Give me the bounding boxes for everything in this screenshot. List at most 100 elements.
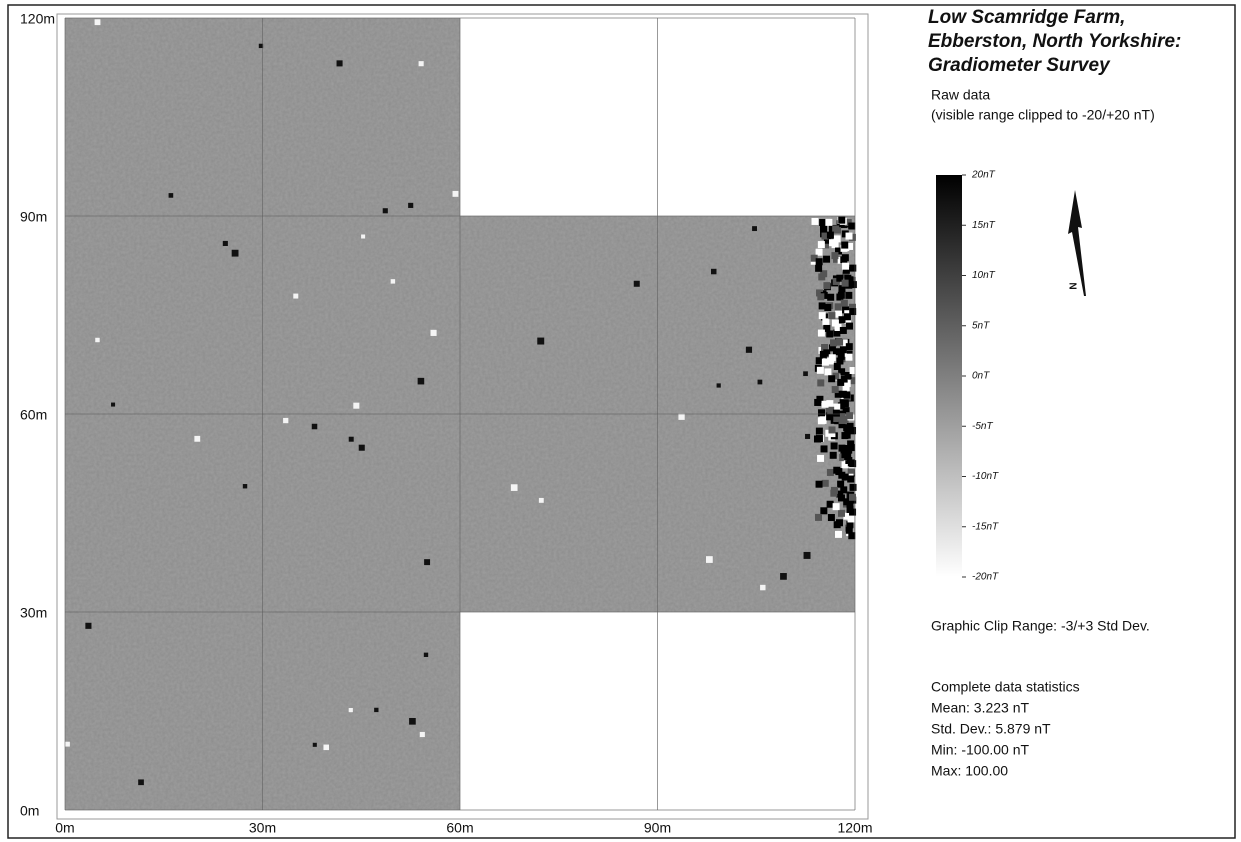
y-tick-label: 120m <box>20 11 55 27</box>
anomaly <box>840 346 847 353</box>
anomaly <box>805 434 810 439</box>
anomaly <box>842 445 849 452</box>
anomaly <box>803 371 808 376</box>
anomaly <box>848 459 855 466</box>
x-tick-label: 90m <box>644 820 671 836</box>
anomaly <box>95 19 101 25</box>
anomaly <box>816 357 823 364</box>
north-label: N <box>1069 282 1080 289</box>
anomaly <box>846 233 853 240</box>
anomaly <box>836 339 843 346</box>
y-tick-label: 90m <box>20 209 47 225</box>
anomaly <box>846 323 853 330</box>
anomaly <box>830 339 837 346</box>
anomaly <box>841 242 848 249</box>
anomaly <box>842 399 849 406</box>
clip-range: Graphic Clip Range: -3/+3 Std Dev. <box>931 618 1150 634</box>
anomaly <box>819 312 826 319</box>
anomaly <box>841 376 848 383</box>
anomaly <box>838 292 845 299</box>
anomaly <box>453 191 459 197</box>
anomaly <box>833 404 840 411</box>
anomaly <box>831 442 838 449</box>
anomaly <box>361 234 365 238</box>
title-line: Ebberston, North Yorkshire: <box>928 31 1181 52</box>
anomaly <box>828 514 835 521</box>
anomaly <box>845 292 852 299</box>
anomaly <box>836 358 843 365</box>
anomaly <box>827 469 834 476</box>
anomaly <box>374 708 378 712</box>
stats-heading: Complete data statistics <box>931 679 1080 695</box>
colorbar-label: 15nT <box>972 220 996 231</box>
colorbar-label: -15nT <box>972 521 999 532</box>
anomaly <box>539 498 544 503</box>
anomaly <box>829 239 836 246</box>
anomaly <box>825 219 832 226</box>
anomaly <box>816 481 823 488</box>
anomaly <box>847 506 854 513</box>
stats-line: Std. Dev.: 5.879 nT <box>931 721 1051 737</box>
anomaly <box>841 300 848 307</box>
anomaly <box>194 436 200 442</box>
colorbar-label: 20nT <box>971 170 996 181</box>
anomaly <box>337 60 343 66</box>
anomaly <box>829 426 836 433</box>
colorbar-label: -20nT <box>972 572 999 583</box>
title-line: Low Scamridge Farm, <box>928 7 1125 28</box>
anomaly <box>711 269 716 274</box>
anomaly <box>383 208 388 213</box>
anomaly <box>833 503 840 510</box>
anomaly <box>537 338 544 345</box>
anomaly <box>85 623 91 629</box>
anomaly <box>822 359 829 366</box>
x-tick-label: 120m <box>837 820 872 836</box>
page: 0m30m60m90m120m0m30m60m90m120m Low Scamr… <box>0 0 1241 842</box>
anomaly <box>95 338 99 342</box>
y-tick-label: 30m <box>20 605 47 621</box>
anomaly <box>323 745 329 751</box>
anomaly <box>815 265 822 272</box>
anomaly <box>424 559 430 565</box>
anomaly <box>828 312 835 319</box>
anomaly <box>138 779 144 785</box>
anomaly <box>804 552 811 559</box>
anomaly <box>820 507 827 514</box>
anomaly <box>822 318 829 325</box>
anomaly <box>312 424 318 430</box>
x-tick-label: 0m <box>55 820 74 836</box>
y-tick-label: 60m <box>20 407 47 423</box>
anomaly <box>752 226 757 231</box>
anomaly <box>313 743 317 747</box>
anomaly <box>111 403 115 407</box>
x-tick-label: 30m <box>249 820 276 836</box>
anomaly <box>817 379 824 386</box>
anomaly <box>844 426 851 433</box>
anomaly <box>811 218 818 225</box>
anomaly <box>839 417 846 424</box>
anomaly <box>850 367 857 374</box>
anomaly <box>817 455 824 462</box>
anomaly <box>838 472 845 479</box>
anomaly <box>838 494 845 501</box>
anomaly <box>831 252 838 259</box>
anomaly <box>706 556 713 563</box>
anomaly <box>832 225 839 232</box>
colorbar-label: 0nT <box>972 371 990 382</box>
anomaly <box>420 732 425 737</box>
anomaly <box>834 521 841 528</box>
anomaly <box>820 351 827 358</box>
anomaly <box>391 279 395 283</box>
anomaly <box>223 241 228 246</box>
anomaly <box>816 435 823 442</box>
anomaly <box>847 476 854 483</box>
anomaly <box>349 708 353 712</box>
anomaly <box>840 327 847 334</box>
anomaly <box>832 386 839 393</box>
anomaly <box>830 452 837 459</box>
anomaly <box>511 484 518 491</box>
anomaly <box>634 281 640 287</box>
subtitle-line: Raw data <box>931 87 990 103</box>
anomaly <box>835 531 842 538</box>
subtitle-line: (visible range clipped to -20/+20 nT) <box>931 107 1155 123</box>
